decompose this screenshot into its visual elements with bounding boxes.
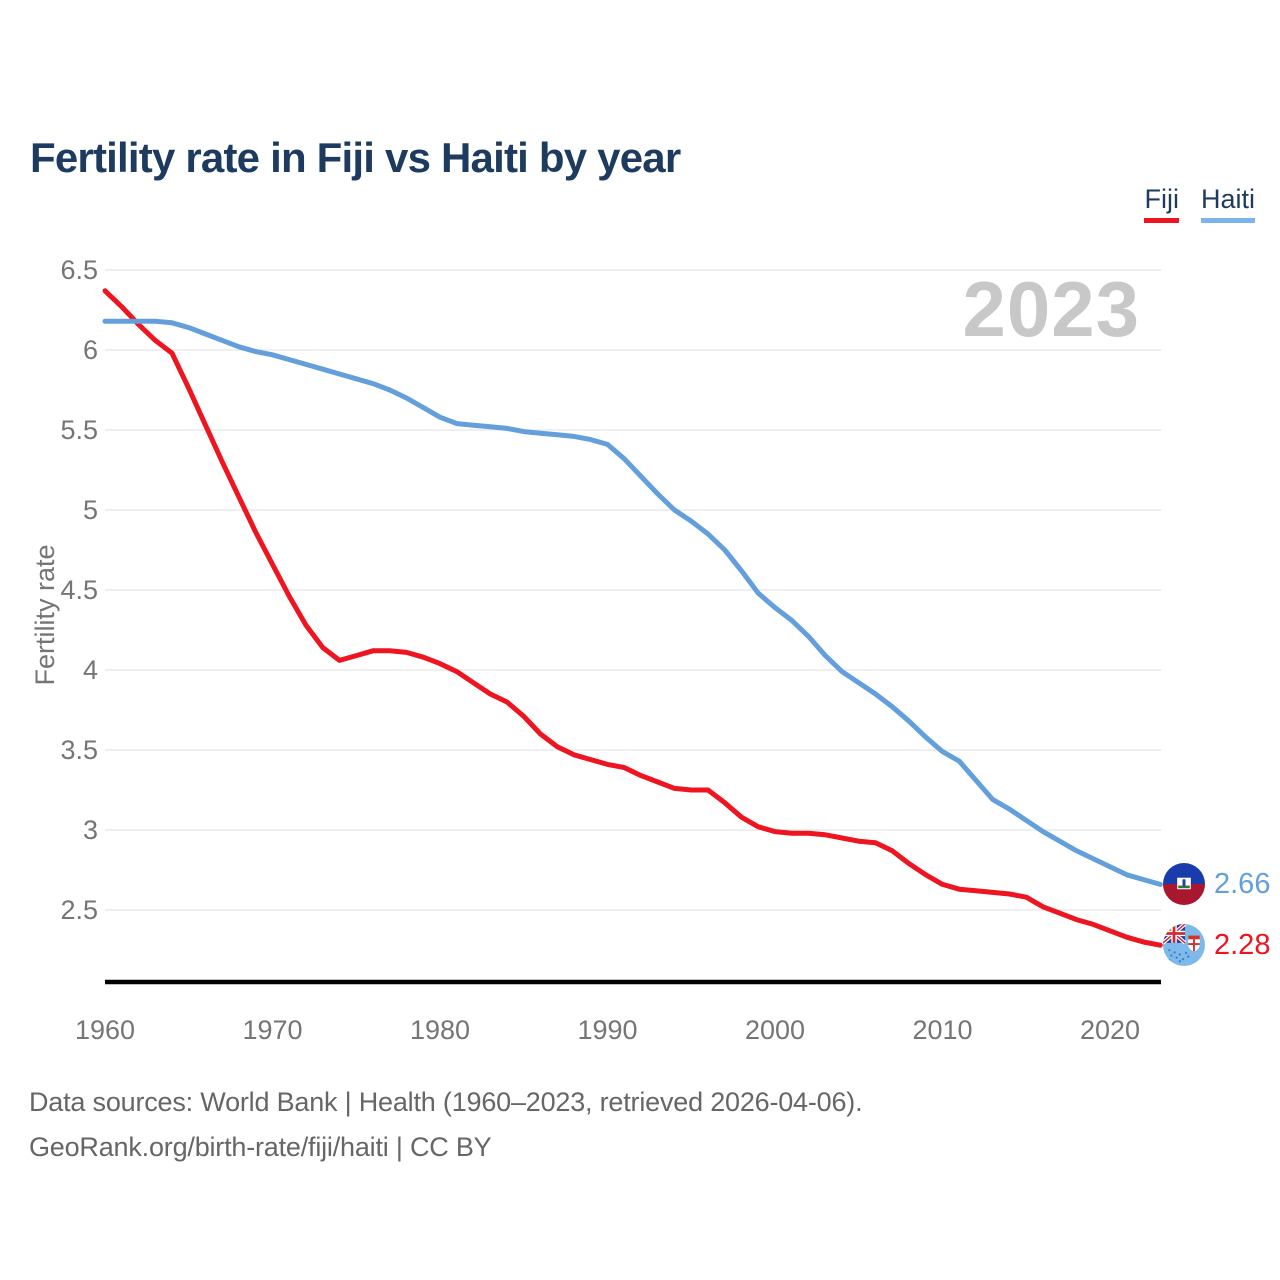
end-label-haiti: 2.66 <box>1163 863 1271 906</box>
haiti-flag-icon <box>1163 863 1205 906</box>
legend-item-fiji[interactable]: Fiji <box>1144 184 1179 223</box>
y-tick-label: 4.5 <box>60 575 98 605</box>
y-tick-label: 5 <box>82 495 98 525</box>
x-tick-label: 2020 <box>1079 1015 1141 1045</box>
end-value-haiti: 2.66 <box>1214 867 1271 900</box>
footer-credits: Data sources: World Bank | Health (1960–… <box>29 1080 863 1169</box>
y-axis-title: Fertility rate <box>30 544 60 686</box>
x-tick-label: 1980 <box>409 1015 471 1045</box>
x-tick-label: 2010 <box>912 1015 973 1045</box>
y-tick-label: 6.5 <box>60 255 98 285</box>
footer-sources-line: Data sources: World Bank | Health (1960–… <box>29 1087 863 1117</box>
page-title: Fertility rate in Fiji vs Haiti by year <box>30 134 681 182</box>
series-line-fiji <box>102 288 1163 948</box>
y-tick-label: 2.5 <box>60 895 98 925</box>
y-tick-label: 3.5 <box>60 735 98 765</box>
series-line-haiti <box>102 318 1163 887</box>
end-value-fiji: 2.28 <box>1214 928 1271 961</box>
legend-item-haiti[interactable]: Haiti <box>1200 184 1255 223</box>
fiji-flag-icon <box>1163 924 1205 967</box>
legend: Fiji Haiti <box>1144 184 1255 223</box>
x-tick-label: 1960 <box>74 1015 136 1045</box>
year-watermark: 2023 <box>962 265 1140 353</box>
x-tick-label: 1990 <box>577 1015 638 1045</box>
x-tick-label: 2000 <box>744 1015 806 1045</box>
y-tick-label: 3 <box>82 815 98 845</box>
y-tick-label: 6 <box>82 335 98 365</box>
x-tick-label: 1970 <box>242 1015 303 1045</box>
footer-link-line: GeoRank.org/birth-rate/fiji/haiti | CC B… <box>29 1131 492 1162</box>
y-tick-label: 4 <box>82 655 98 685</box>
end-label-fiji: 2.28 <box>1163 924 1271 967</box>
y-tick-label: 5.5 <box>60 415 98 445</box>
